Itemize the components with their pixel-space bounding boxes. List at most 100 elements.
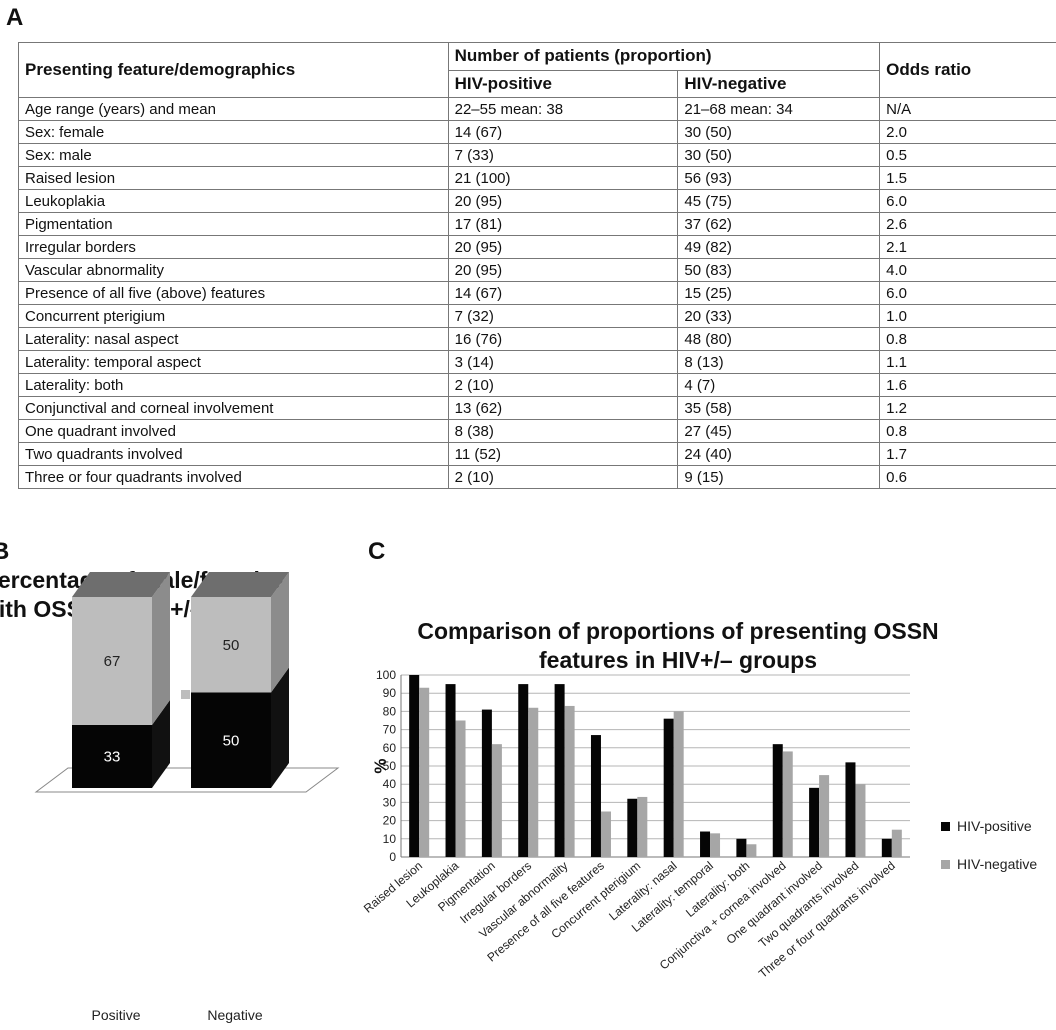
table-row: Sex: female 14 (67) 30 (50) 2.0 [18, 120, 1056, 144]
bar-hiv-negative [455, 720, 466, 857]
bar-hiv-negative [819, 775, 830, 857]
cell-hiv-negative: 4 (7) [677, 373, 881, 397]
cell-odds-ratio: 0.8 [879, 327, 1056, 351]
y-tick-label: 50 [383, 759, 397, 773]
cell-hiv-negative: 30 (50) [677, 143, 881, 167]
cell-feature: Laterality: temporal aspect [18, 350, 449, 374]
bar-hiv-negative [782, 751, 793, 857]
cell-hiv-negative: 15 (25) [677, 281, 881, 305]
bar-hiv-positive [809, 787, 820, 857]
cell-hiv-positive: 14 (67) [447, 281, 679, 305]
bar-hiv-positive [881, 838, 892, 857]
legend-label-hiv-negative: HIV-negative [957, 856, 1037, 872]
table-row: Leukoplakia 20 (95) 45 (75) 6.0 [18, 189, 1056, 213]
data-label: 33 [104, 748, 121, 765]
features-table: Presenting feature/demographics Number o… [18, 42, 1056, 489]
panel-a-label: A [6, 4, 24, 31]
cell-hiv-negative: 27 (45) [677, 419, 881, 443]
cell-hiv-negative: 50 (83) [677, 258, 881, 282]
bar-hiv-positive [845, 762, 856, 857]
y-axis-label: % [371, 758, 390, 773]
table-row: Presence of all five (above) features 14 … [18, 281, 1056, 305]
x-tick-label: Negative [207, 1007, 262, 1023]
cell-hiv-positive: 7 (33) [447, 143, 679, 167]
bar-hiv-negative [673, 711, 684, 857]
data-label: 50 [223, 637, 240, 654]
cell-odds-ratio: 0.5 [879, 143, 1056, 167]
bar-hiv-negative [528, 707, 539, 857]
bar-top-cap [72, 572, 170, 597]
chart-c-legend: HIV-positive HIV-negative [941, 818, 1037, 872]
cell-feature: Vascular abnormality [18, 258, 449, 282]
bar-hiv-positive [518, 684, 529, 857]
cell-odds-ratio: 6.0 [879, 189, 1056, 213]
y-tick-label: 0 [389, 850, 396, 864]
cell-feature: Laterality: both [18, 373, 449, 397]
cell-feature: Concurrent pterigium [18, 304, 449, 328]
cell-odds-ratio: N/A [879, 97, 1056, 121]
data-label: 67 [104, 653, 121, 670]
y-tick-label: 90 [383, 686, 397, 700]
stacked-bar-chart: MaleFemale3367Positive5050Negative [34, 572, 340, 1023]
bar-hiv-negative [419, 687, 430, 857]
cell-odds-ratio: 1.2 [879, 396, 1056, 420]
header-odds-ratio: Odds ratio [879, 42, 1056, 98]
table-row: Three or four quadrants involved 2 (10) 9 … [18, 465, 1056, 489]
cell-feature: Sex: male [18, 143, 449, 167]
bar-hiv-positive [772, 744, 783, 857]
data-label: 50 [223, 732, 240, 749]
cell-odds-ratio: 1.1 [879, 350, 1056, 374]
cell-odds-ratio: 0.6 [879, 465, 1056, 489]
bar-top-cap [191, 572, 289, 597]
legend-swatch-female [181, 690, 190, 699]
cell-odds-ratio: 1.5 [879, 166, 1056, 190]
bar-segment-male-negative [191, 667, 289, 788]
y-tick-label: 100 [376, 668, 396, 682]
cell-feature: Conjunctival and corneal involvement [18, 396, 449, 420]
legend-label-hiv-positive: HIV-positive [957, 818, 1032, 834]
table-row: Pigmentation 17 (81) 37 (62) 2.6 [18, 212, 1056, 236]
bar-hiv-positive [736, 838, 747, 857]
legend-swatch-hiv-negative [941, 860, 950, 869]
bar-hiv-positive [445, 684, 456, 857]
bar-segment-female-negative [191, 572, 289, 693]
cell-hiv-negative: 35 (58) [677, 396, 881, 420]
legend-swatch-hiv-positive [941, 822, 950, 831]
bar-hiv-negative [564, 705, 575, 857]
cell-hiv-positive: 16 (76) [447, 327, 679, 351]
table-row: Age range (years) and mean 22–55 mean: 38… [18, 97, 1056, 121]
bar-hiv-positive [409, 675, 420, 857]
y-tick-label: 80 [383, 704, 397, 718]
bar-hiv-positive [700, 831, 711, 857]
bar-hiv-negative [710, 833, 721, 857]
cell-hiv-positive: 2 (10) [447, 465, 679, 489]
cell-odds-ratio: 1.0 [879, 304, 1056, 328]
cell-odds-ratio: 1.6 [879, 373, 1056, 397]
bar-hiv-negative [855, 784, 866, 857]
panel-c-label: C [368, 538, 386, 565]
cell-feature: One quadrant involved [18, 419, 449, 443]
cell-hiv-negative: 21–68 mean: 34 [677, 97, 881, 121]
bar-segment-female-positive [72, 572, 170, 725]
header-group: Number of patients (proportion) [447, 42, 881, 71]
cell-feature: Three or four quadrants involved [18, 465, 449, 489]
cell-feature: Laterality: nasal aspect [18, 327, 449, 351]
panel-b-label: B [0, 538, 10, 565]
y-tick-label: 30 [383, 795, 397, 809]
bar-hiv-positive [627, 798, 638, 857]
table-body: Age range (years) and mean 22–55 mean: 38… [18, 97, 1056, 489]
bar-hiv-positive [590, 735, 601, 857]
y-tick-label: 40 [383, 777, 397, 791]
bar-hiv-negative [637, 796, 648, 857]
chart-c-title: Comparison of proportions of presenting … [417, 618, 939, 673]
bar-hiv-positive [663, 718, 674, 857]
cell-feature: Sex: female [18, 120, 449, 144]
cell-odds-ratio: 2.0 [879, 120, 1056, 144]
cell-hiv-positive: 21 (100) [447, 166, 679, 190]
y-tick-label: 10 [383, 832, 397, 846]
bar-hiv-negative [746, 844, 757, 857]
bar-hiv-positive [481, 709, 492, 857]
cell-odds-ratio: 2.1 [879, 235, 1056, 259]
y-tick-label: 70 [383, 723, 397, 737]
bar-hiv-negative [491, 744, 502, 857]
